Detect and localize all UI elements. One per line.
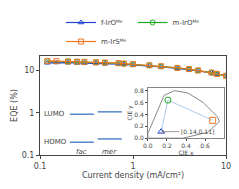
svg-text:0.0: 0.0 (143, 142, 153, 149)
svg-text:CIE x: CIE x (178, 149, 194, 156)
svg-text:f-IrOᴹᵉ: f-IrOᴹᵉ (101, 19, 123, 27)
svg-text:0.1: 0.1 (34, 162, 47, 171)
svg-text:CIE y: CIE y (126, 105, 134, 121)
svg-text:0.2: 0.2 (134, 122, 144, 129)
svg-text:m-IrOᴹᵉ: m-IrOᴹᵉ (173, 19, 200, 27)
svg-text:0.8: 0.8 (134, 87, 144, 94)
svg-text:0.6: 0.6 (200, 142, 210, 149)
svg-text:1: 1 (29, 109, 34, 118)
svg-text:mer: mer (102, 148, 117, 156)
svg-text:0.0: 0.0 (134, 134, 144, 141)
svg-text:0.2: 0.2 (162, 142, 172, 149)
svg-text:0.1: 0.1 (22, 151, 35, 160)
svg-text:0.6: 0.6 (134, 99, 144, 106)
svg-text:[0.14,0.11]: [0.14,0.11] (181, 128, 214, 135)
svg-text:LUMO: LUMO (44, 110, 65, 118)
svg-text:10: 10 (24, 66, 34, 75)
svg-text:EQE (%): EQE (%) (10, 89, 19, 122)
svg-text:fac: fac (76, 148, 87, 156)
svg-text:0.4: 0.4 (181, 142, 191, 149)
svg-text:1: 1 (130, 162, 135, 171)
svg-text:Current density (mA/cm²): Current density (mA/cm²) (82, 171, 184, 180)
svg-text:m-IrSᴹᵉ: m-IrSᴹᵉ (101, 38, 127, 46)
svg-text:10: 10 (221, 162, 231, 171)
svg-text:0.4: 0.4 (134, 111, 144, 118)
svg-text:HOMO: HOMO (44, 138, 67, 146)
